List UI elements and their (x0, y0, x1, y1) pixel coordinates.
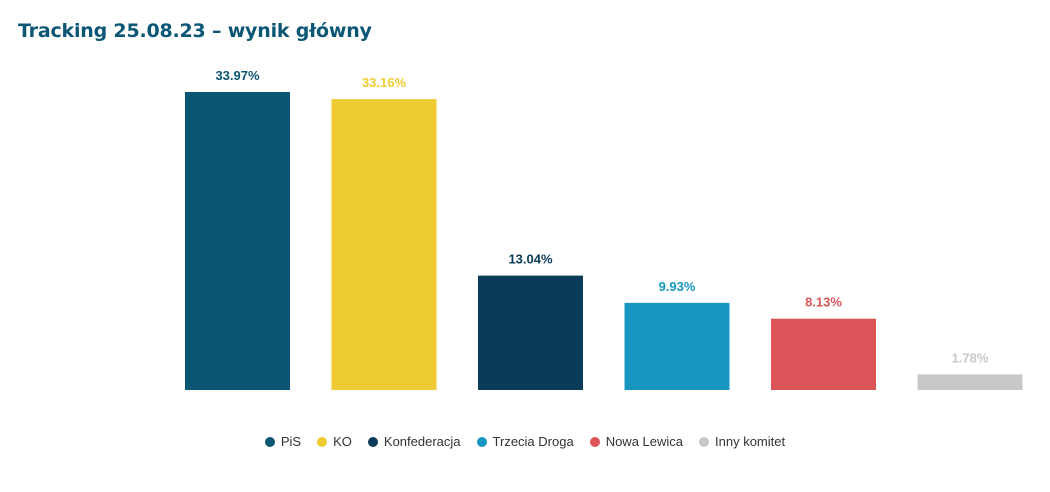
legend-swatch (264, 436, 275, 447)
legend-label: Inny komitet (715, 434, 786, 449)
legend-label: KO (333, 434, 352, 449)
chart-legend: PiS KO Konfederacja Trzecia Droga Nowa Lewic… (0, 434, 1050, 449)
bar-value-label: 9.93% (659, 279, 696, 294)
bar-value-label: 33.16% (362, 75, 407, 90)
legend-label: Nowa Lewica (605, 434, 684, 449)
legend-label: Trzecia Droga (492, 434, 574, 449)
legend-item-nowa-lewica: Nowa Lewica (589, 434, 684, 449)
bar-konfederacja (478, 275, 583, 390)
legend-label: PiS (280, 434, 302, 449)
legend-item-pis: PiS (264, 434, 302, 449)
legend-swatch (476, 436, 487, 447)
bar-value-label: 33.97% (215, 68, 260, 83)
legend-swatch (317, 436, 328, 447)
bar-value-label: 13.04% (508, 252, 553, 267)
chart-title: Tracking 25.08.23 – wynik główny (18, 20, 372, 42)
legend-swatch (699, 436, 710, 447)
legend-label: Konfederacja (383, 434, 461, 449)
bar-ko (331, 99, 437, 390)
bar-chart: 33.97% 33.16% 13.04% 9.93% 8.13% 1.78% (185, 68, 1023, 390)
legend-item-konfederacja: Konfederacja (367, 434, 461, 449)
legend-item-trzecia-droga: Trzecia Droga (476, 434, 574, 449)
legend-item-ko: KO (317, 434, 352, 449)
legend-swatch (589, 436, 600, 447)
legend-swatch (367, 436, 378, 447)
bar-pis (185, 92, 290, 390)
bar-inny-komitet (917, 374, 1023, 390)
bar-trzecia-droga (624, 302, 730, 390)
bar-nowa-lewica (771, 318, 876, 390)
bar-value-label: 1.78% (952, 350, 989, 365)
bar-value-label: 8.13% (805, 295, 842, 310)
legend-item-inny-komitet: Inny komitet (699, 434, 785, 449)
